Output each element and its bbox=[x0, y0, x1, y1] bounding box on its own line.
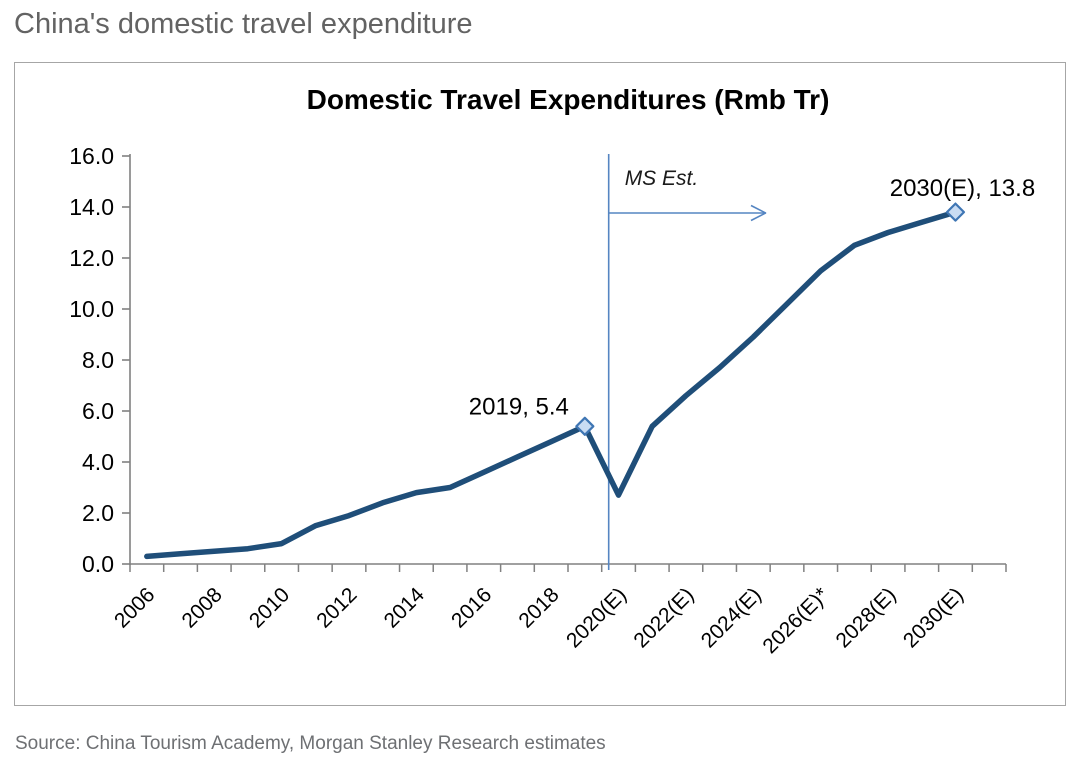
arrow-head bbox=[750, 212, 767, 222]
x-axis-labels: 2006 2008 2010 2012 2014 2016 20182020(E)2022(… bbox=[110, 583, 968, 658]
y-tick-label: 4.0 bbox=[82, 449, 114, 475]
x-tick-label: 2022(E) bbox=[629, 583, 698, 652]
chart-container: 0.0 2.0 4.0 6.0 8.0 10.0 12.0 14.0 16.0 2006 2008… bbox=[14, 62, 1066, 706]
y-tick-label: 16.0 bbox=[69, 143, 114, 169]
diamond-marker bbox=[945, 202, 966, 222]
x-tick-label: 2014 bbox=[380, 583, 430, 633]
series-line bbox=[144, 209, 959, 560]
y-axis-labels: 0.0 2.0 4.0 6.0 8.0 10.0 12.0 14.0 16.0 bbox=[69, 143, 114, 577]
data-point-label: 2019, 5.4 bbox=[469, 393, 569, 420]
x-tick-label: 2020(E) bbox=[562, 583, 631, 652]
diamond-marker bbox=[575, 416, 595, 436]
x-axis-ticks bbox=[129, 564, 1007, 572]
y-tick-label: 10.0 bbox=[69, 296, 114, 322]
arrow-head bbox=[750, 204, 767, 214]
x-tick-label: 2012 bbox=[312, 583, 361, 632]
data-point-label: 2030(E), 13.8 bbox=[890, 175, 1035, 202]
x-tick-label: 2026(E)* bbox=[758, 583, 833, 658]
source-note: Source: China Tourism Academy, Morgan St… bbox=[15, 733, 606, 754]
x-tick-label: 2010 bbox=[245, 583, 294, 632]
x-tick-label: 2016 bbox=[447, 583, 496, 632]
x-tick-label: 2024(E) bbox=[697, 583, 766, 652]
line-chart: 0.0 2.0 4.0 6.0 8.0 10.0 12.0 14.0 16.0 2006 2008… bbox=[69, 143, 1035, 658]
data-series bbox=[144, 209, 959, 560]
estimate-annotation: MS Est. bbox=[625, 167, 699, 190]
x-tick-label: 2030(E) bbox=[899, 583, 968, 652]
data-markers bbox=[575, 202, 966, 436]
estimate-arrow bbox=[608, 204, 767, 222]
y-tick-label: 12.0 bbox=[69, 245, 114, 271]
page-title: China's domestic travel expenditure bbox=[14, 8, 473, 40]
estimate-annotation-text: MS Est. bbox=[625, 167, 699, 190]
y-axis-ticks bbox=[122, 155, 130, 565]
chart-title: Domestic Travel Expenditures (Rmb Tr) bbox=[306, 84, 830, 115]
y-tick-label: 8.0 bbox=[82, 347, 114, 373]
x-tick-label: 2028(E) bbox=[832, 583, 901, 652]
x-tick-label: 2006 bbox=[110, 583, 159, 632]
y-tick-label: 6.0 bbox=[82, 398, 114, 424]
x-tick-label: 2018 bbox=[514, 583, 563, 632]
axes bbox=[129, 154, 1006, 565]
y-tick-label: 2.0 bbox=[82, 500, 114, 526]
y-tick-label: 14.0 bbox=[69, 194, 114, 220]
y-tick-label: 0.0 bbox=[82, 551, 114, 577]
data-labels: 2019, 5.4 2030(E), 13.8 bbox=[469, 175, 1035, 420]
x-tick-label: 2008 bbox=[177, 583, 226, 632]
